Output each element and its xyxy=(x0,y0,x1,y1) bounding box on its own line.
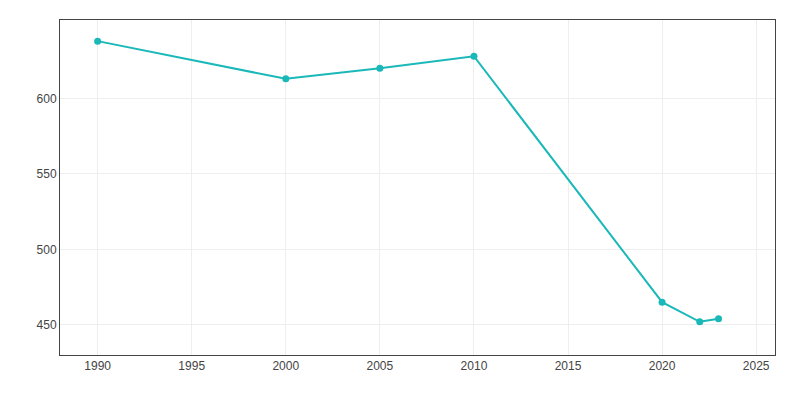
svg-text:2020: 2020 xyxy=(649,359,676,373)
svg-text:2010: 2010 xyxy=(461,359,488,373)
svg-text:1990: 1990 xyxy=(84,359,111,373)
svg-text:2000: 2000 xyxy=(272,359,299,373)
svg-text:2025: 2025 xyxy=(743,359,770,373)
svg-text:600: 600 xyxy=(37,92,57,106)
svg-text:550: 550 xyxy=(37,167,57,181)
svg-text:2005: 2005 xyxy=(367,359,394,373)
svg-text:500: 500 xyxy=(37,243,57,257)
svg-text:450: 450 xyxy=(37,318,57,332)
svg-text:2015: 2015 xyxy=(555,359,582,373)
svg-text:1995: 1995 xyxy=(178,359,205,373)
